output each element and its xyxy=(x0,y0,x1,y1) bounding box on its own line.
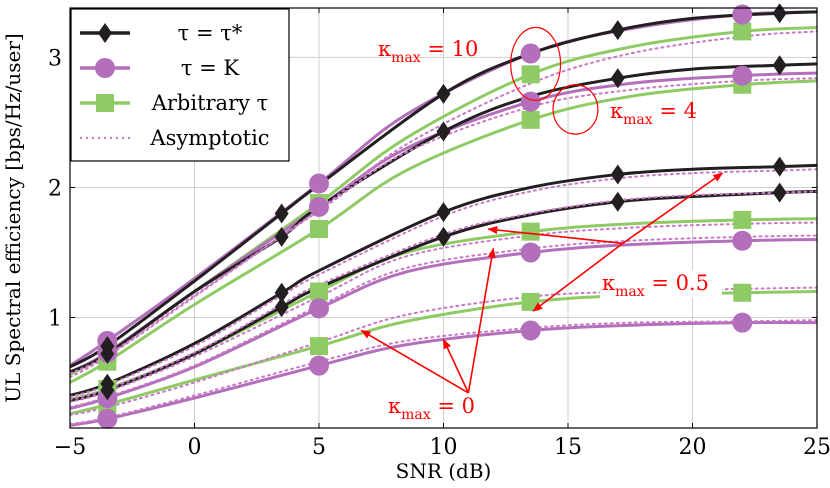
marker-square xyxy=(310,282,328,301)
legend-label: Arbitrary τ xyxy=(151,91,269,115)
legend-entry-tau_k: τ = K xyxy=(80,56,239,80)
marker-diamond xyxy=(436,202,451,223)
marker-diamond xyxy=(772,182,787,203)
marker-diamond xyxy=(610,68,625,89)
x-tick-label: −5 xyxy=(54,435,86,460)
marker-diamond xyxy=(436,83,451,104)
marker-diamond xyxy=(772,156,787,177)
marker-diamond xyxy=(100,343,115,364)
marker-square xyxy=(310,337,328,356)
series-line-asymptotic xyxy=(70,221,817,403)
marker-diamond xyxy=(610,20,625,41)
annotation-arrow xyxy=(532,242,624,312)
x-tick-label: 25 xyxy=(803,435,830,460)
annotation-arrow xyxy=(360,329,469,394)
annotation-k0: κmax = 0 xyxy=(388,394,475,423)
marker-circle xyxy=(520,320,541,341)
highlight-ellipse xyxy=(510,26,562,101)
series-line-tau_star xyxy=(70,62,817,374)
marker-diamond xyxy=(610,191,625,212)
marker-square xyxy=(310,220,328,239)
marker-square xyxy=(96,94,114,112)
marker-square xyxy=(733,210,752,229)
legend-label: τ = τ* xyxy=(178,21,243,45)
marker-circle xyxy=(732,312,753,333)
x-tick-label: 10 xyxy=(430,435,458,460)
legend-label: τ = K xyxy=(181,56,240,80)
marker-square xyxy=(521,110,540,129)
marker-circle xyxy=(520,242,541,263)
annotation-arrow xyxy=(487,226,623,245)
y-axis-label: UL Spectral efficiency [bps/Hz/user] xyxy=(1,33,25,402)
marker-square xyxy=(733,283,752,302)
plot-markers xyxy=(97,3,787,429)
series-line-asymptotic xyxy=(70,30,817,379)
x-tick-label: 0 xyxy=(188,435,202,460)
marker-diamond xyxy=(610,164,625,185)
marker-circle xyxy=(309,355,329,376)
marker-diamond xyxy=(772,55,787,76)
legend-entry-arbitrary: Arbitrary τ xyxy=(80,91,268,115)
series-line-arbitrary xyxy=(70,79,817,384)
x-tick-label: 5 xyxy=(312,435,326,460)
marker-circle xyxy=(732,65,753,86)
series-line-tau_star xyxy=(70,10,817,369)
series-line-tau_k xyxy=(70,320,817,427)
highlight-ellipse xyxy=(552,84,599,135)
marker-circle xyxy=(520,91,541,112)
annotation-arrow xyxy=(467,247,496,394)
legend-label: Asymptotic xyxy=(149,126,269,150)
annotation-arrow xyxy=(622,172,724,245)
marker-circle xyxy=(309,298,329,319)
marker-circle xyxy=(97,408,118,429)
marker-square xyxy=(521,222,540,241)
series-line-asymptotic xyxy=(70,168,817,398)
marker-diamond xyxy=(436,121,451,142)
marker-diamond xyxy=(274,203,289,224)
annotation-k4: κmax = 4 xyxy=(610,99,697,128)
marker-diamond xyxy=(274,282,289,303)
marker-diamond xyxy=(274,226,289,247)
x-tick-label: 20 xyxy=(679,435,707,460)
marker-diamond xyxy=(436,226,451,247)
marker-circle xyxy=(309,173,329,194)
annotation-arrow xyxy=(442,338,470,394)
marker-circle xyxy=(520,43,541,64)
legend: τ = τ* τ = K Arbitrary τ Asymptotic xyxy=(70,8,290,162)
marker-square xyxy=(521,65,540,84)
y-tick-label: 2 xyxy=(48,176,62,201)
series-line-asymptotic xyxy=(70,286,817,416)
marker-circle xyxy=(732,4,753,25)
legend-entry-asymptotic: Asymptotic xyxy=(80,126,270,150)
marker-diamond xyxy=(772,3,787,24)
marker-circle xyxy=(95,58,115,78)
marker-circle xyxy=(309,196,329,217)
x-axis-label: SNR (dB) xyxy=(396,459,492,483)
annotation-k05: κmax = 0.5 xyxy=(602,271,709,300)
legend-entry-tau_star: τ = τ* xyxy=(80,21,243,45)
x-tick-label: 15 xyxy=(554,435,582,460)
series-line-tau_k xyxy=(70,237,817,410)
marker-circle xyxy=(732,230,753,251)
marker-diamond xyxy=(98,23,112,43)
annotation-k10: κmax = 10 xyxy=(378,37,478,66)
annotations: κmax = 10 κmax = 4 κmax = 0.5 κmax = 0 xyxy=(360,26,724,423)
marker-square xyxy=(733,22,752,41)
y-tick-label: 1 xyxy=(48,306,62,331)
series-line-asymptotic xyxy=(70,234,817,409)
axis-ticks: −5 0 5 10 15 20 25 1 2 3 xyxy=(48,8,830,460)
series-line-asymptotic xyxy=(70,77,817,375)
y-tick-label: 3 xyxy=(48,46,62,71)
marker-diamond xyxy=(274,297,289,318)
annotation-bg xyxy=(600,270,722,298)
marker-diamond xyxy=(100,380,115,401)
series-line-asymptotic xyxy=(70,319,817,426)
